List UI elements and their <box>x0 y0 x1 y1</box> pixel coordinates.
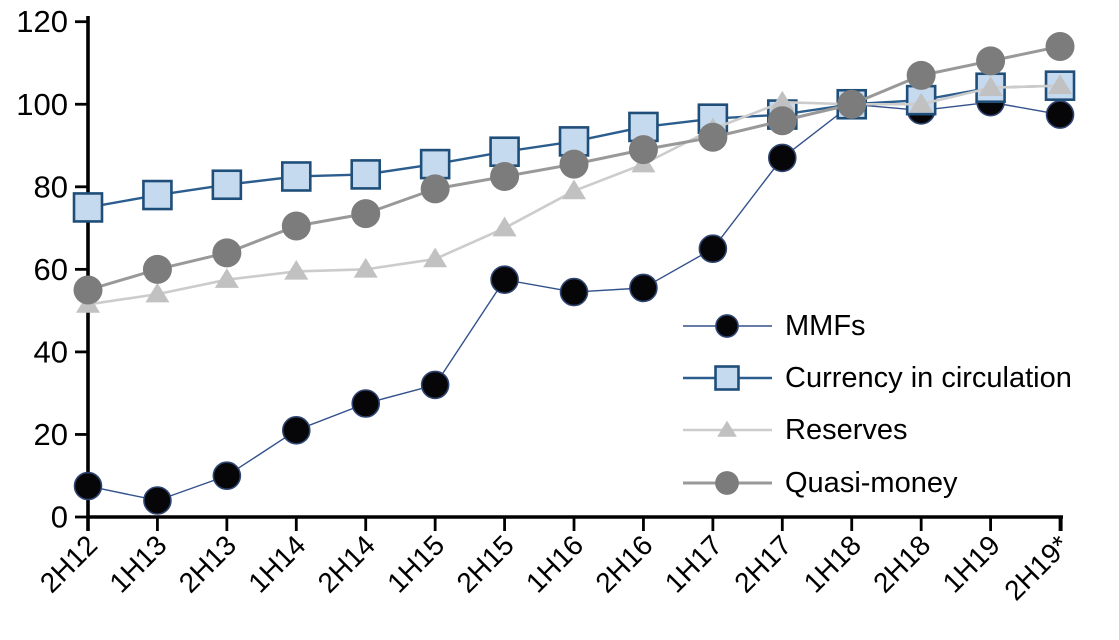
series-marker-mmfs-1h13 <box>143 486 172 515</box>
series-marker-quasi-money-1h15 <box>420 174 450 204</box>
x-tick-label-1h13: 1H13 <box>103 529 172 598</box>
series-marker-reserves-1h14 <box>284 259 309 280</box>
series-marker-reserves-2h18 <box>909 92 934 113</box>
series-marker-quasi-money-2h19 <box>1045 31 1075 61</box>
series-marker-quasi-money-2h16 <box>628 135 658 165</box>
y-tick-label-40: 40 <box>34 334 68 369</box>
series-marker-currency-in-circulation-2h12 <box>72 192 104 223</box>
series-marker-mmfs-1h17 <box>698 234 728 264</box>
legend-swatch-quasi-money <box>715 471 739 495</box>
x-tick-label-2h14: 2H14 <box>312 529 381 598</box>
series-marker-reserves-2h14 <box>353 257 378 278</box>
series-marker-currency-in-circulation-2h14 <box>350 159 382 190</box>
legend-swatch-mmfs <box>715 314 739 338</box>
y-tick-label-120: 120 <box>16 4 68 39</box>
series-marker-currency-in-circulation-2h13 <box>211 169 243 201</box>
x-tick-label-1h14: 1H14 <box>242 529 311 598</box>
y-tick-label-0: 0 <box>51 500 68 535</box>
series-marker-mmfs-2h14 <box>351 389 381 418</box>
y-tick-label-80: 80 <box>34 169 68 204</box>
series-marker-mmfs-2h15 <box>490 265 519 294</box>
series-marker-quasi-money-2h12 <box>73 275 103 305</box>
series-marker-quasi-money-2h14 <box>351 199 381 229</box>
series-marker-currency-in-circulation-2h15 <box>489 136 520 168</box>
series-marker-mmfs-1h16 <box>559 277 589 307</box>
series-marker-quasi-money-2h18 <box>906 60 936 90</box>
legend-label-reserves: Reserves <box>785 414 908 446</box>
series-marker-quasi-money-1h18 <box>837 89 867 119</box>
x-tick-label-1h18: 1H18 <box>798 529 867 598</box>
series-marker-mmfs-2h13 <box>212 461 242 491</box>
legend-label-mmfs: MMFs <box>785 310 866 342</box>
y-tick-label-20: 20 <box>34 417 68 452</box>
series-marker-reserves-1h16 <box>562 179 587 200</box>
series-marker-mmfs-2h17 <box>767 143 797 173</box>
x-tick-label-1h16: 1H16 <box>520 529 589 598</box>
series-marker-quasi-money-2h17 <box>767 106 797 136</box>
x-tick-label-2h15: 2H15 <box>451 529 520 598</box>
series-marker-quasi-money-2h13 <box>212 238 242 268</box>
series-marker-quasi-money-1h19 <box>976 46 1006 76</box>
series-marker-mmfs-1h15 <box>420 370 450 400</box>
x-tick-label-1h19: 1H19 <box>937 529 1006 598</box>
series-marker-reserves-1h15 <box>423 247 448 268</box>
series-marker-reserves-2h15 <box>492 216 517 237</box>
x-tick-label-2h12: 2H12 <box>34 529 103 598</box>
x-tick-label-1h17: 1H17 <box>659 529 728 598</box>
series-marker-currency-in-circulation-1h15 <box>419 148 451 180</box>
series-marker-mmfs-2h19 <box>1045 100 1075 129</box>
series-marker-currency-in-circulation-1h14 <box>280 161 312 192</box>
x-tick-label-2h18: 2H18 <box>867 529 936 598</box>
legend-label-quasi-money: Quasi-money <box>785 467 958 499</box>
series-marker-currency-in-circulation-1h13 <box>142 179 173 211</box>
series-marker-quasi-money-1h13 <box>142 254 172 284</box>
x-tick-label-1h15: 1H15 <box>381 529 450 598</box>
legend-label-currency-in-circulation: Currency in circulation <box>785 362 1072 394</box>
series-marker-mmfs-2h16 <box>629 273 658 303</box>
legend-swatch-currency-in-circulation <box>714 365 740 391</box>
y-tick-label-60: 60 <box>34 252 68 287</box>
x-tick-label-2h13: 2H13 <box>173 529 242 598</box>
series-marker-reserves-2h19 <box>1048 74 1073 94</box>
series-marker-quasi-money-1h14 <box>281 211 311 241</box>
series-marker-quasi-money-2h15 <box>490 161 520 191</box>
series-marker-reserves-1h19 <box>978 76 1003 97</box>
series-marker-quasi-money-1h16 <box>559 149 589 179</box>
x-tick-label-2h16: 2H16 <box>589 529 658 598</box>
x-tick-label-2h17: 2H17 <box>728 529 797 598</box>
series-marker-quasi-money-1h17 <box>698 122 728 152</box>
series-marker-mmfs-1h14 <box>281 416 311 445</box>
series-marker-mmfs-2h12 <box>73 471 103 501</box>
x-tick-label-2h19: 2H19* <box>998 529 1075 606</box>
y-tick-label-100: 100 <box>16 87 68 122</box>
series-marker-reserves-2h17 <box>770 90 795 111</box>
legend-swatch-reserves <box>717 420 737 437</box>
series-marker-reserves-2h13 <box>214 268 239 288</box>
series-marker-reserves-1h13 <box>145 282 170 303</box>
